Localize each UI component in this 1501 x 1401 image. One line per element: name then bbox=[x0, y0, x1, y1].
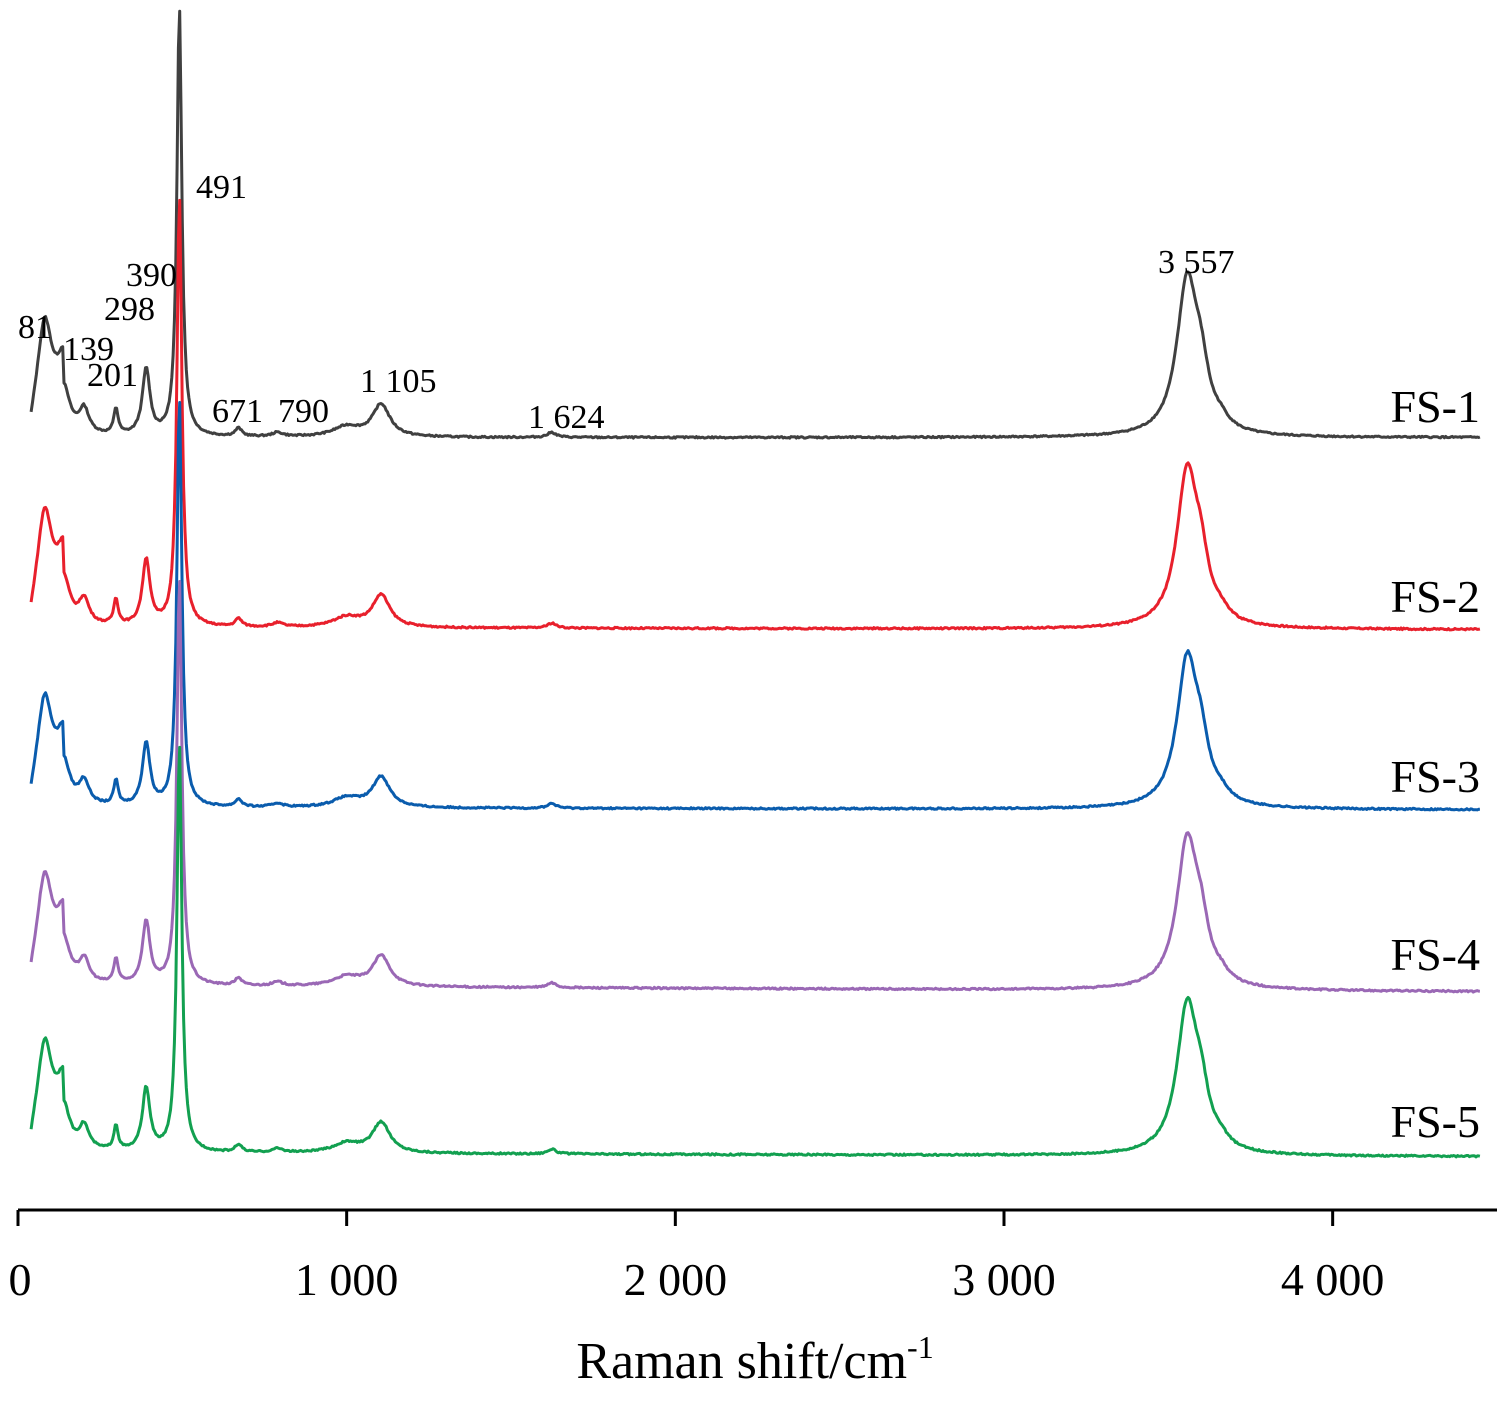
series-line-fs-1 bbox=[29, 9, 1481, 440]
series-group bbox=[29, 9, 1481, 1159]
x-axis-title-text: Raman shift/cm bbox=[576, 1333, 907, 1390]
peak-label-671: 671 bbox=[212, 393, 263, 430]
peak-label-298: 298 bbox=[104, 291, 155, 328]
x-tick-label-1000: 1 000 bbox=[295, 1254, 399, 1305]
peak-label-390: 390 bbox=[126, 257, 177, 294]
peak-label-1105: 1 105 bbox=[360, 363, 437, 400]
peak-label-201: 201 bbox=[87, 357, 138, 394]
series-labels: FS-1 FS-2 FS-3 FS-4 FS-5 bbox=[1391, 381, 1480, 1147]
x-ticks: 0 1 000 2 000 3 000 4 000 bbox=[9, 1210, 1385, 1305]
peak-label-790: 790 bbox=[278, 393, 329, 430]
peak-label-491: 491 bbox=[196, 169, 247, 206]
series-line-fs-3 bbox=[29, 401, 1481, 812]
series-label-fs-1: FS-1 bbox=[1391, 381, 1480, 432]
series-line-fs-4 bbox=[29, 580, 1481, 994]
peak-label-1624: 1 624 bbox=[528, 399, 605, 436]
x-axis: 0 1 000 2 000 3 000 4 000 bbox=[9, 1208, 1497, 1305]
peak-label-81: 81 bbox=[18, 309, 52, 346]
peak-label-3557: 3 557 bbox=[1158, 244, 1235, 281]
x-tick-label-0: 0 bbox=[9, 1254, 32, 1305]
peak-label-139: 139 bbox=[63, 331, 114, 368]
series-line-fs-5 bbox=[29, 745, 1481, 1159]
x-axis-title: Raman shift/cm-1 bbox=[576, 1329, 933, 1390]
series-label-fs-3: FS-3 bbox=[1391, 751, 1480, 802]
series-label-fs-4: FS-4 bbox=[1391, 929, 1480, 980]
x-axis-title-superscript: -1 bbox=[907, 1329, 934, 1365]
x-tick-label-2000: 2 000 bbox=[624, 1254, 728, 1305]
series-line-fs-2 bbox=[29, 198, 1481, 632]
x-tick-label-3000: 3 000 bbox=[952, 1254, 1056, 1305]
series-label-fs-5: FS-5 bbox=[1391, 1096, 1480, 1147]
x-tick-label-4000: 4 000 bbox=[1281, 1254, 1385, 1305]
series-label-fs-2: FS-2 bbox=[1391, 571, 1480, 622]
